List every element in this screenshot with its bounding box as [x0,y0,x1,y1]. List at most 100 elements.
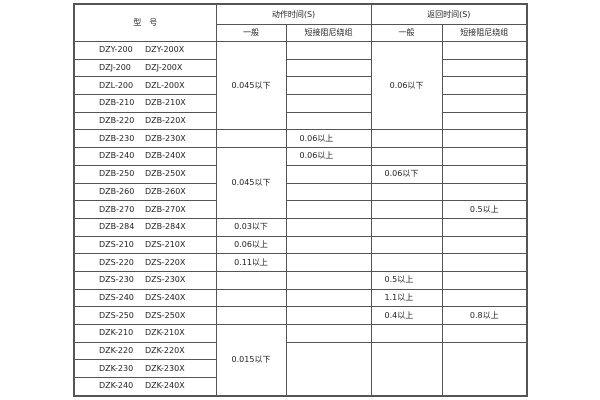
return-short-cell: 0.8以上 [441,306,528,325]
model-name-a: DZB-284 [99,222,135,232]
model-cell: DZB-284 DZB-284X [73,217,217,237]
return-general-cell [370,200,443,219]
table-row: DZB-270 DZB-270X 0.5以上 [73,200,528,219]
model-name-b: DZB-240X [145,151,186,161]
action-short-cell [285,164,372,184]
action-short-cell [285,253,372,272]
table-row: DZB-250 DZB-250X 0.06以下 [73,164,528,184]
return-short-cell [441,94,528,113]
return-short-cell [441,41,528,60]
return-short-cell [441,341,528,397]
action-short-cell [285,41,372,60]
model-cell: DZB-220 DZB-220X [73,111,217,131]
table-row: DZB-284 DZB-284X 0.03以下 [73,217,528,237]
return-general-cell [370,129,443,149]
return-general-cell [370,217,443,237]
action-short-cell [285,58,372,78]
model-name-a: DZB-240 [99,151,135,161]
model-cell: DZB-260 DZB-260X [73,182,217,202]
return-short-cell [441,76,528,96]
model-cell: DZK-220 DZK-220X [73,341,217,361]
return-short-cell [441,111,528,131]
table-row: DZS-240 DZS-240X 1.1以上 [73,288,528,308]
model-name-b: DZB-210X [145,98,186,108]
action-short-cell [285,306,372,325]
model-cell: DZK-240 DZK-240X [73,377,217,397]
model-name-b: DZB-284X [145,222,186,232]
action-short-cell [285,217,372,237]
table-row: DZK-230 DZK-230X [73,359,527,379]
model-name-a: DZL-200 [99,80,134,90]
table-row: DZJ-200 DZJ-200X [73,58,528,78]
return-short-cell [441,253,528,272]
model-name-a: DZK-230 [99,363,134,373]
model-name-a: DZS-250 [99,310,134,320]
return-general-cell [370,235,443,255]
return-short-cell [441,129,528,149]
action-general-cell: 0.03以下 [215,217,287,237]
action-general-cell: 0.06以上 [215,235,287,255]
table-row: DZK-240 DZK-240X [73,377,527,397]
model-name-a: DZS-220 [99,257,134,267]
table-row: DZB-240 DZB-240X 0.045以下 0.06以上 [73,147,528,219]
table-row: DZK-220 DZK-220X [73,341,528,397]
model-name-b: DZY-200X [145,45,185,55]
return-short-cell [441,324,528,343]
return-short-cell [441,270,528,290]
model-name-a: DZB-260 [99,186,135,196]
action-short-cell [285,288,372,308]
model-cell: DZB-250 DZB-250X [73,164,217,184]
model-name-a: DZS-210 [99,239,134,249]
return-short-cell [441,288,528,308]
return-general-cell [370,324,443,343]
action-short-cell [285,111,372,131]
return-short-cell [441,217,528,237]
return-general-cell: 1.1以上 [370,288,443,308]
model-name-a: DZB-230 [99,133,135,143]
header-row-2: 一般 短接阻尼绕组 一般 短接阻尼绕组 [74,24,528,42]
action-general-cell: 0.045以下 [215,147,287,219]
model-name-b: DZB-250X [145,169,186,179]
header-row-1: 型 号 动作时间(S) 返回时间(S) [73,3,528,42]
model-name-b: DZS-240X [145,292,186,302]
table-row: DZS-250 DZS-250X 0.4以上 0.8以上 [73,306,528,325]
model-header: 型 号 [73,3,217,42]
return-general-header: 一般 [370,24,443,42]
return-short-cell [441,147,528,166]
model-name-a: DZK-240 [99,381,134,391]
return-general-cell [370,182,443,202]
return-general-cell: 0.06以下 [370,164,443,184]
action-short-cell [285,324,372,343]
table-row: DZB-230 DZB-230X 0.06以上 [73,129,528,149]
action-time-header: 动作时间(S) [215,3,372,25]
action-short-cell [285,182,372,202]
return-general-cell [370,341,443,397]
table-row: DZK-210 DZK-210X 0.015以下 [73,323,528,397]
return-time-header: 返回时间(S) [370,3,528,25]
action-short-cell [285,76,372,96]
return-short-header: 短接阻尼绕组 [441,24,528,42]
model-cell: DZS-240 DZS-240X [73,288,217,308]
table-row: DZB-210 DZB-210X [73,94,528,113]
model-name-b: DZB-260X [145,186,186,196]
action-general-cell: 0.045以下 [215,40,287,131]
action-general-cell: 0.11以上 [215,253,287,272]
model-name-a: DZB-220 [99,116,135,126]
return-general-cell: 0.5以上 [370,270,443,290]
table-row: DZS-220 DZS-220X 0.11以上 [73,253,528,272]
model-name-a: DZB-210 [99,98,135,108]
table-row: DZL-200 DZL-200X [73,76,528,96]
return-general-cell: 0.06以下 [370,40,443,131]
action-general-header: 一般 [215,24,287,42]
model-name-a: DZK-220 [99,346,134,356]
model-name-b: DZB-220X [145,116,186,126]
model-cell: DZB-240 DZB-240X [73,147,217,166]
action-short-cell: 0.06以上 [285,129,372,149]
model-name-b: DZK-210X [145,328,185,338]
model-name-b: DZS-220X [145,257,186,267]
return-short-cell [441,182,528,202]
table-row: DZS-210 DZS-210X 0.06以上 [73,235,528,255]
model-name-b: DZB-270X [145,204,186,214]
model-cell: DZY-200 DZY-200X [73,41,217,60]
return-short-cell [441,164,528,184]
